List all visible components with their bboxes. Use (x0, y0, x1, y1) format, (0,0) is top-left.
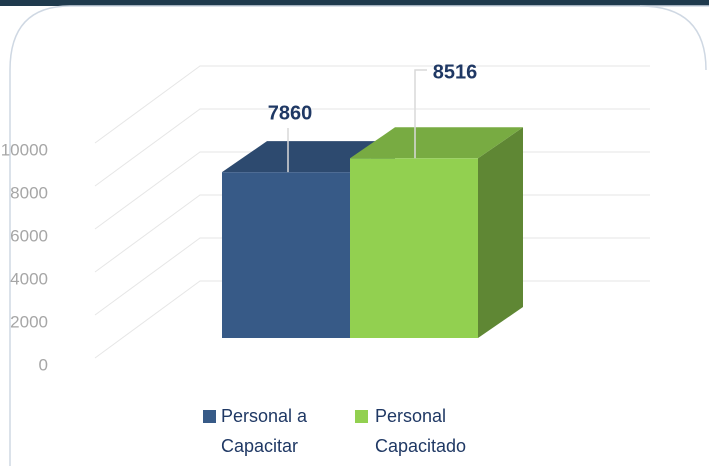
data-label: 7860 (268, 102, 313, 124)
y-tick-label: 2000 (10, 312, 48, 331)
y-tick-label: 8000 (10, 183, 48, 202)
grid-line (94, 65, 650, 144)
y-tick-label: 0 (39, 355, 48, 374)
frame (639, 5, 707, 71)
y-tick-label: 10000 (1, 140, 48, 159)
bar-top (350, 127, 523, 159)
legend-swatch (355, 410, 368, 423)
bar-side (478, 127, 523, 338)
legend-label: Personal Capacitado (375, 406, 467, 456)
legend-label: Personal a Capacitar (221, 406, 308, 456)
legend-swatch (203, 410, 216, 423)
y-tick-label: 6000 (10, 226, 48, 245)
data-label: 8516 (433, 61, 478, 83)
header-bar (0, 0, 709, 6)
grid-line (94, 108, 650, 187)
bar (350, 158, 478, 338)
leader-line (414, 69, 427, 159)
frame (9, 5, 709, 466)
bar (222, 172, 350, 338)
y-tick-label: 4000 (10, 269, 48, 288)
